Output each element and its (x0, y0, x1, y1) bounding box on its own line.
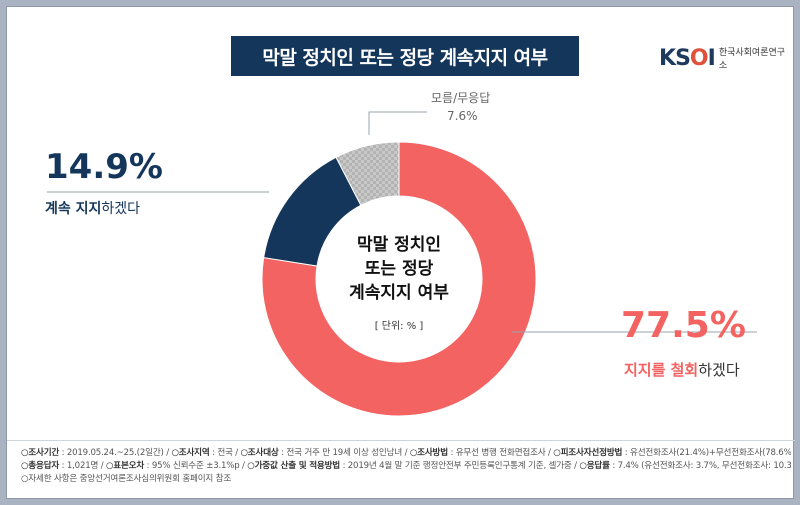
footnote-key: ○조사기간 (21, 448, 60, 458)
footnote-value: : 유무선 병행 전화면접조사 / (447, 448, 554, 458)
footnote-line-1: ○조사기간 : 2019.05.24.~25.(2일간) / ○조사지역 : 전… (21, 447, 791, 460)
unknown-label: 모름/무응답 (431, 91, 491, 105)
footnote-key: ○표본오차 (105, 461, 145, 471)
footnote-value: : 95% 신뢰수준 ±3.1%p / (144, 461, 248, 471)
footnote-key: ○총응답자 (21, 461, 60, 471)
chart-title: 막말 정치인 또는 정당 계속지지 여부 (231, 36, 579, 76)
leader-line-unknown (368, 111, 427, 135)
survey-footnote: ○조사기간 : 2019.05.24.~25.(2일간) / ○조사지역 : 전… (21, 447, 791, 486)
slice-unknown (335, 141, 400, 206)
footnote-value: : 전국 거주 만 19세 이상 성인남녀 / (278, 448, 410, 458)
logo-subtitle: 한국사회여론연구소 (718, 48, 786, 71)
support-label: 계속 지지하겠다 (45, 201, 141, 217)
center-label-line3: 계속지지 여부 (349, 283, 449, 303)
withdraw-label: 지지를 철회하겠다 (624, 361, 740, 379)
logo-word: KSOI (659, 45, 716, 71)
footnote-value: : 2019년 4월 말 기준 행정안전부 주민등록인구통계 기준, 셀가중 / (340, 461, 580, 471)
footer-divider (7, 440, 795, 441)
footnote-key: ○응답률 (579, 461, 610, 471)
footnote-value: : 전국 / (209, 448, 241, 458)
withdraw-value: 77.5% (621, 305, 746, 346)
donut-chart: 막말 정치인 또는 정당 계속지지 여부 [ 단위: % ] (47, 111, 757, 417)
center-label-line1: 막말 정치인 (357, 234, 441, 255)
unknown-value: 7.6% (447, 109, 478, 123)
footnote-value: : 7.4% (유선전화조사: 3.7%, 무선전화조사: 10.3%) (609, 461, 791, 471)
slice-withdraw (261, 141, 537, 417)
ksoi-logo: KSOI 한국사회여론연구소 (659, 42, 793, 74)
footnote-key: ○조사지역 (171, 448, 210, 458)
footnote-value: : 유선전화조사(21.4%)+무선전화조사(78.6%) (유무선-RDD 생… (624, 448, 791, 458)
footnote-key: ○가중값 산출 및 적용방법 (247, 461, 341, 471)
footnote-key: ○조사대상 (240, 448, 279, 458)
center-label-line2: 또는 정당 (365, 259, 434, 279)
footnote-value: : 2019.05.24.~25.(2일간) / (59, 448, 172, 458)
infographic-card: 막말 정치인 또는 정당 계속지지 여부 KSOI 한국사회여론연구소 막말 정… (6, 6, 795, 499)
footnote-line-2: ○총응답자 : 1,021명 / ○표본오차 : 95% 신뢰수준 ±3.1%p… (21, 460, 791, 473)
footnote-key: ○피조사자선정방법 (553, 448, 623, 458)
unit-label: [ 단위: % ] (375, 319, 424, 332)
footnote-line-3: ○자세한 사항은 중앙선거여론조사심의위원회 홈페이지 참조 (21, 474, 232, 484)
footnote-value: : 1,021명 / (59, 461, 106, 471)
footnote-key: ○조사방법 (409, 448, 448, 458)
support-value: 14.9% (45, 147, 163, 187)
